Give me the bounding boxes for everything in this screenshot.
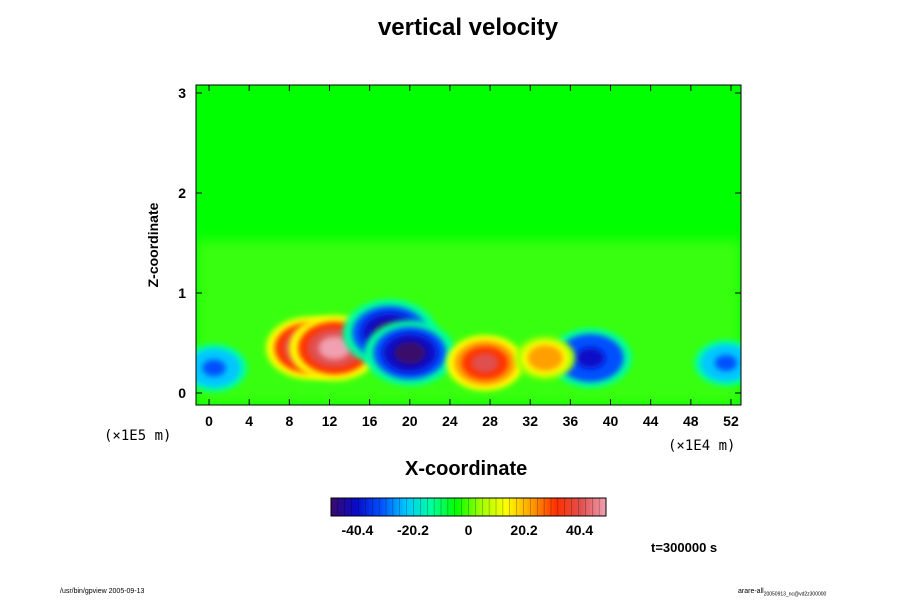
x-tick-label: 0 — [205, 413, 213, 429]
heatmap-blob — [318, 336, 351, 360]
x-tick-label: 20 — [402, 413, 418, 429]
y-tick-label: 0 — [178, 385, 186, 401]
x-axis-label: X-coordinate — [405, 458, 528, 480]
colorbar-tick-label: -40.4 — [341, 522, 373, 538]
x-tick-label: 52 — [723, 413, 739, 429]
plot-frame — [195, 84, 742, 406]
x-tick-label: 4 — [245, 413, 253, 429]
colorbar-tick-label: -20.2 — [397, 522, 429, 538]
heatmap-blob — [471, 353, 499, 373]
x-tick-label: 24 — [442, 413, 458, 429]
footer-right-main: arare-all — [738, 588, 764, 595]
x-tick-label: 32 — [522, 413, 538, 429]
colorbar: -40.4 -20.2 0 20.2 40.4 — [330, 497, 607, 538]
x-axis: 0 4 8 12 16 20 24 28 32 36 40 44 48 52 — [205, 85, 739, 429]
chart-title: vertical velocity — [377, 14, 559, 41]
footer-left: /usr/bin/gpview 2005-09-13 — [60, 588, 145, 595]
heatmap-field — [196, 85, 741, 405]
x-tick-label: 12 — [322, 413, 338, 429]
x-tick-label: 40 — [603, 413, 619, 429]
heatmap-blob — [202, 359, 226, 377]
x-tick-label: 44 — [643, 413, 659, 429]
x-tick-label: 48 — [683, 413, 699, 429]
heatmap-blob — [575, 347, 605, 369]
heatmap-blob — [714, 354, 738, 372]
colorbar-tick-label: 20.2 — [510, 522, 537, 538]
colorbar-tick-label: 40.4 — [566, 522, 593, 538]
x-tick-label: 8 — [285, 413, 293, 429]
y-axis: 0 1 2 3 — [178, 85, 741, 401]
heatmap-blob — [534, 350, 556, 366]
y-axis-label: Z-coordinate — [145, 202, 161, 287]
colorbar-tick-label: 0 — [465, 522, 473, 538]
heatmap-blob — [393, 341, 426, 365]
heatmap-features — [196, 299, 741, 392]
y-tick-label: 3 — [178, 85, 186, 101]
footer-right: arare-all20050913_nc@vd2z300000 — [738, 588, 826, 597]
x-tick-label: 28 — [482, 413, 498, 429]
x-tick-label: 36 — [563, 413, 579, 429]
time-label: t=300000 s — [651, 540, 718, 555]
y-scale-note: (×1E5 m) — [104, 428, 171, 444]
footer-right-sub: 20050913_nc@vd2z300000 — [763, 591, 827, 598]
x-tick-label: 16 — [362, 413, 378, 429]
y-tick-label: 2 — [178, 185, 186, 201]
x-scale-note: (×1E4 m) — [668, 438, 735, 454]
y-tick-label: 1 — [178, 285, 186, 301]
